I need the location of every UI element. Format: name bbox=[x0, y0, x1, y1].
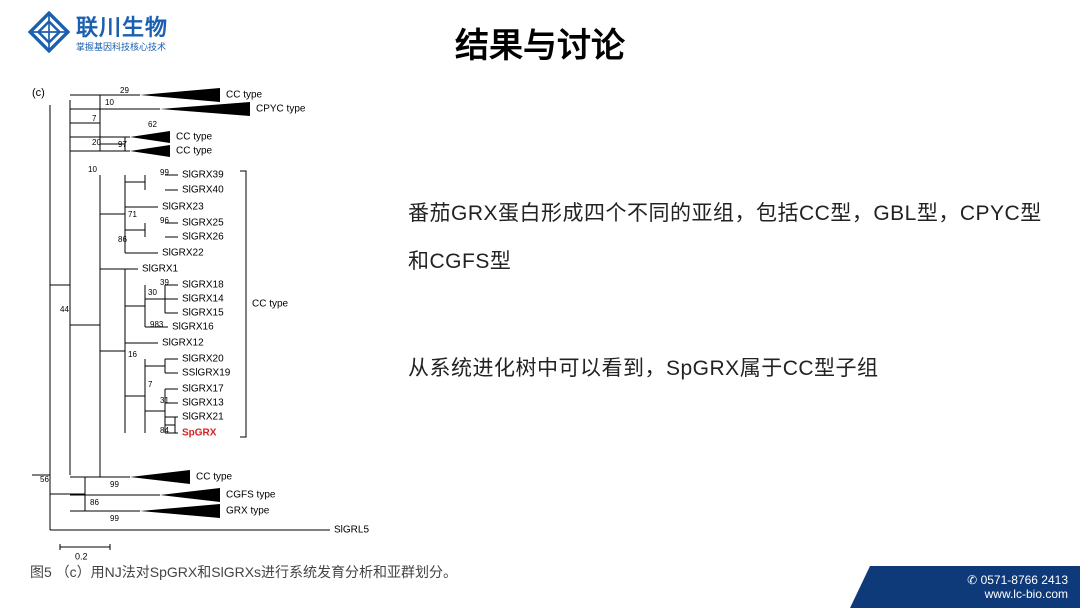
phone-icon: ✆ bbox=[967, 573, 977, 587]
svg-text:62: 62 bbox=[148, 120, 157, 129]
phylogenetic-tree: (c) CC type 29 CPYC type CC type CC type CC ty… bbox=[30, 85, 390, 560]
svg-text:SlGRX16: SlGRX16 bbox=[172, 322, 214, 333]
svg-text:71: 71 bbox=[128, 210, 137, 219]
svg-text:SlGRX18: SlGRX18 bbox=[182, 280, 224, 291]
svg-text:99: 99 bbox=[160, 168, 169, 177]
svg-text:CC type: CC type bbox=[176, 146, 213, 157]
footer-contact: ✆ 0571-8766 2413 www.lc-bio.com bbox=[870, 566, 1080, 608]
svg-text:97: 97 bbox=[118, 140, 127, 149]
svg-text:CC type: CC type bbox=[226, 90, 263, 101]
svg-text:CC type: CC type bbox=[196, 472, 233, 483]
svg-text:SlGRX20: SlGRX20 bbox=[182, 354, 224, 365]
svg-text:10: 10 bbox=[88, 165, 97, 174]
svg-text:SlGRX26: SlGRX26 bbox=[182, 232, 224, 243]
svg-text:CC type: CC type bbox=[176, 132, 213, 143]
svg-text:20: 20 bbox=[92, 138, 101, 147]
svg-text:SlGRX13: SlGRX13 bbox=[182, 398, 224, 409]
paragraph-1: 番茄GRX蛋白形成四个不同的亚组，包括CC型，GBL型，CPYC型和CGFS型 bbox=[408, 190, 1048, 286]
footer-url: www.lc-bio.com bbox=[985, 587, 1068, 601]
svg-text:39: 39 bbox=[160, 278, 169, 287]
footer-phone: ✆ 0571-8766 2413 bbox=[967, 573, 1068, 587]
svg-text:SlGRX15: SlGRX15 bbox=[182, 308, 224, 319]
svg-text:CGFS type: CGFS type bbox=[226, 490, 276, 501]
svg-text:7: 7 bbox=[148, 380, 153, 389]
svg-text:84: 84 bbox=[160, 426, 169, 435]
svg-text:SlGRX39: SlGRX39 bbox=[182, 170, 224, 181]
svg-text:SlGRX40: SlGRX40 bbox=[182, 185, 224, 196]
svg-text:SlGRX17: SlGRX17 bbox=[182, 384, 224, 395]
svg-text:86: 86 bbox=[90, 498, 99, 507]
svg-text:SSlGRX19: SSlGRX19 bbox=[182, 368, 231, 379]
svg-text:7: 7 bbox=[92, 114, 97, 123]
svg-text:44: 44 bbox=[60, 305, 69, 314]
svg-text:CPYC type: CPYC type bbox=[256, 104, 306, 115]
svg-text:0.2: 0.2 bbox=[75, 551, 88, 560]
page-title: 结果与讨论 bbox=[0, 18, 1080, 67]
svg-text:30: 30 bbox=[148, 288, 157, 297]
svg-text:SlGRX1: SlGRX1 bbox=[142, 264, 179, 275]
svg-text:SlGRX21: SlGRX21 bbox=[182, 412, 224, 423]
svg-text:CC type: CC type bbox=[252, 299, 289, 310]
svg-text:10: 10 bbox=[105, 98, 114, 107]
svg-text:GRX type: GRX type bbox=[226, 506, 270, 517]
svg-text:SlGRX22: SlGRX22 bbox=[162, 248, 204, 259]
svg-text:16: 16 bbox=[128, 350, 137, 359]
svg-text:31: 31 bbox=[160, 396, 169, 405]
svg-text:SlGRX12: SlGRX12 bbox=[162, 338, 204, 349]
paragraph-2: 从系统进化树中可以看到，SpGRX属于CC型子组 bbox=[408, 345, 1048, 393]
svg-text:SlGRX25: SlGRX25 bbox=[182, 218, 224, 229]
svg-text:983: 983 bbox=[150, 320, 164, 329]
svg-text:SpGRX: SpGRX bbox=[182, 428, 217, 439]
svg-text:SlGRX14: SlGRX14 bbox=[182, 294, 224, 305]
svg-text:96: 96 bbox=[160, 216, 169, 225]
svg-text:99: 99 bbox=[110, 480, 119, 489]
svg-text:99: 99 bbox=[110, 514, 119, 523]
svg-text:29: 29 bbox=[120, 86, 129, 95]
svg-text:SlGRL5: SlGRL5 bbox=[334, 525, 369, 536]
figure-caption: 图5 （c）用NJ法对SpGRX和SlGRXs进行系统发育分析和亚群划分。 bbox=[30, 562, 457, 582]
svg-text:(c): (c) bbox=[32, 87, 45, 99]
svg-text:SlGRX23: SlGRX23 bbox=[162, 202, 204, 213]
svg-text:86: 86 bbox=[118, 235, 127, 244]
svg-text:56: 56 bbox=[40, 475, 49, 484]
